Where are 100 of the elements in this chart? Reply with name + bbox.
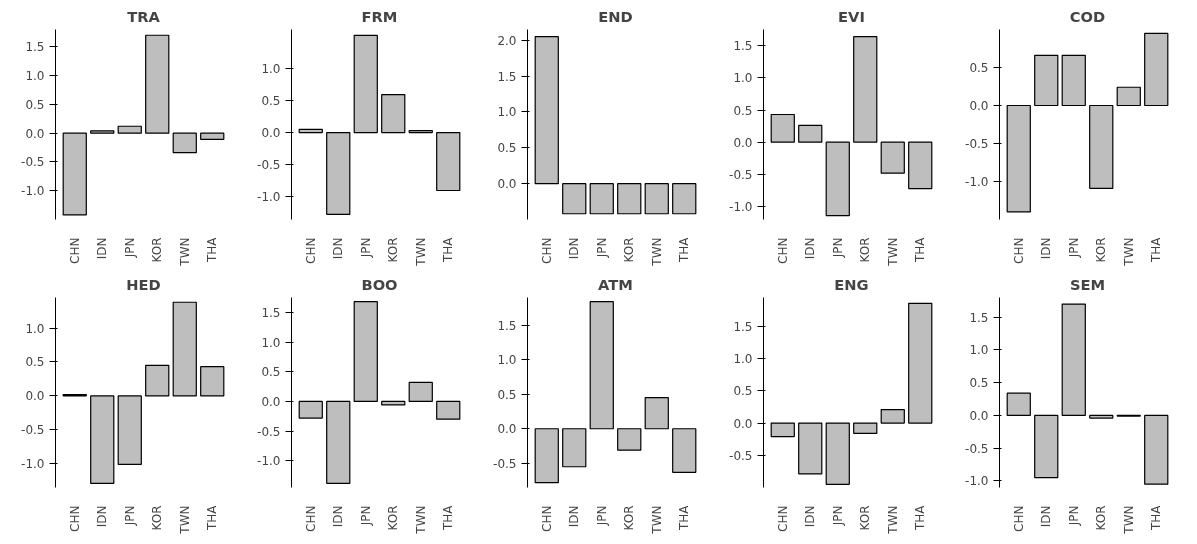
x-tick-label: KOR [386, 237, 401, 263]
y-tick-label: 0.5 [25, 355, 45, 370]
y-tick-label: -0.5 [21, 423, 45, 438]
x-tick-label: TWN [649, 505, 664, 535]
y-tick-label: 0.0 [25, 389, 45, 404]
x-tick-label: JPN [594, 505, 609, 527]
y-tick-label: 1.5 [261, 305, 281, 320]
y-tick-label: 0.5 [733, 103, 753, 118]
y-tick-label: -1.0 [965, 175, 989, 189]
y-tick-label: 0.0 [733, 135, 753, 150]
x-tick-label: IDN [331, 505, 346, 528]
x-tick-label: JPN [1066, 505, 1081, 527]
y-tick-label: -1.0 [729, 200, 753, 215]
x-tick-label: KOR [1094, 505, 1109, 531]
x-tick-label: JPN [358, 237, 373, 259]
chart-title: FRM [361, 7, 398, 25]
chart-title: HED [126, 275, 161, 293]
x-tick-label: IDN [1039, 237, 1054, 260]
y-tick-label: 0.0 [261, 394, 281, 409]
x-tick-label: KOR [386, 505, 401, 531]
x-tick-label: THA [677, 236, 692, 264]
x-tick-label: CHN [775, 505, 790, 532]
y-tick-label: 1.0 [969, 343, 989, 358]
x-tick-label: KOR [150, 505, 165, 531]
y-tick-label: -1.0 [257, 190, 281, 205]
y-tick-label: 0.0 [969, 99, 989, 113]
x-tick-label: TWN [413, 237, 428, 267]
y-tick-label: -0.5 [493, 456, 517, 471]
y-tick-label: 0.5 [497, 141, 517, 156]
x-tick-label: KOR [858, 237, 873, 263]
x-tick-label: IDN [803, 237, 818, 260]
chart-title: END [598, 7, 633, 25]
x-tick-label: CHN [303, 505, 318, 532]
y-tick-label: 1.5 [497, 318, 517, 333]
chart-title: TRA [127, 7, 161, 25]
y-tick-label: 1.0 [497, 353, 517, 368]
chart-title: BOO [361, 275, 398, 293]
x-tick-label: JPN [830, 237, 845, 259]
x-tick-label: JPN [594, 237, 609, 259]
y-tick-label: 1.5 [497, 69, 517, 84]
y-tick-label: -1.0 [257, 454, 281, 469]
x-tick-label: THA [913, 236, 928, 264]
x-tick-label: TWN [885, 505, 900, 535]
x-tick-label: KOR [622, 505, 637, 531]
x-tick-label: CHN [67, 237, 82, 264]
y-tick-label: 0.0 [969, 408, 989, 423]
x-tick-label: JPN [830, 505, 845, 527]
y-tick-label: 1.5 [969, 310, 989, 325]
x-tick-label: JPN [122, 237, 137, 259]
x-tick-label: THA [441, 504, 456, 532]
x-tick-label: CHN [539, 505, 554, 532]
y-tick-label: 0.5 [261, 93, 281, 108]
y-tick-label: -0.5 [257, 424, 281, 439]
y-tick-label: 0.5 [969, 376, 989, 391]
x-tick-label: IDN [1039, 505, 1054, 528]
x-tick-label: KOR [1094, 237, 1109, 263]
x-tick-label: TWN [1121, 505, 1136, 535]
x-tick-label: CHN [1011, 237, 1026, 264]
x-tick-label: IDN [95, 237, 110, 260]
x-tick-label: JPN [122, 505, 137, 527]
x-tick-label: THA [1149, 236, 1164, 264]
x-tick-label: JPN [1066, 237, 1081, 259]
y-tick-label: 2.0 [497, 33, 517, 48]
chart-title: COD [1069, 7, 1106, 25]
x-tick-label: CHN [775, 237, 790, 264]
y-tick-label: 0.5 [261, 365, 281, 380]
x-tick-label: TWN [885, 237, 900, 267]
chart-title: ATM [598, 275, 633, 293]
x-tick-label: IDN [567, 505, 582, 528]
y-tick-label: 0.5 [25, 97, 45, 112]
x-tick-label: KOR [150, 237, 165, 263]
x-tick-label: THA [205, 236, 220, 264]
y-tick-label: 1.0 [261, 61, 281, 76]
y-tick-label: -0.5 [729, 167, 753, 182]
y-tick-label: 1.0 [497, 105, 517, 120]
chart-title: ENG [834, 275, 869, 293]
y-tick-label: 0.0 [25, 126, 45, 141]
y-tick-label: 1.5 [733, 319, 753, 334]
y-tick-label: 0.5 [733, 384, 753, 399]
y-tick-label: 0.5 [969, 61, 989, 75]
y-tick-label: -1.0 [21, 457, 45, 472]
y-tick-label: -0.5 [965, 137, 989, 151]
x-tick-label: CHN [539, 237, 554, 264]
y-tick-label: 0.0 [497, 422, 517, 437]
x-tick-label: TWN [649, 237, 664, 267]
y-tick-label: 0.0 [261, 126, 281, 141]
y-tick-label: 1.0 [25, 69, 45, 84]
x-tick-label: IDN [95, 505, 110, 528]
chart-title: EVI [838, 7, 865, 25]
x-tick-label: JPN [358, 505, 373, 527]
y-tick-label: 0.0 [497, 177, 517, 192]
x-tick-label: KOR [622, 237, 637, 263]
y-tick-label: -0.5 [965, 441, 989, 456]
x-tick-label: TWN [1121, 237, 1136, 267]
y-tick-label: 0.0 [733, 416, 753, 431]
x-tick-label: KOR [858, 505, 873, 531]
x-tick-label: TWN [177, 505, 192, 535]
x-tick-label: IDN [567, 237, 582, 260]
x-tick-label: TWN [413, 505, 428, 535]
x-tick-label: THA [205, 504, 220, 532]
